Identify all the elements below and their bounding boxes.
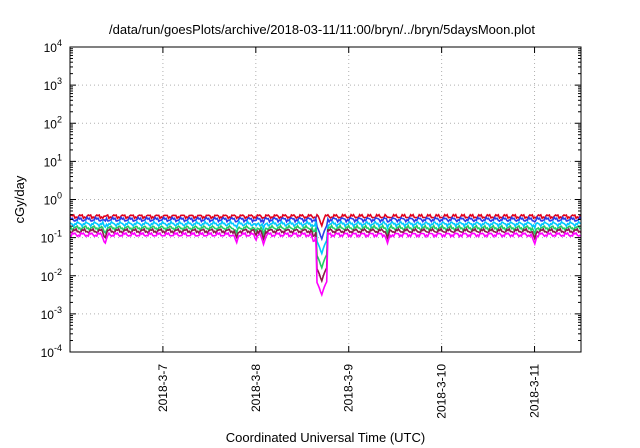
y-tick-label: 10-4 bbox=[41, 343, 62, 360]
y-tick-label: 102 bbox=[44, 114, 62, 131]
x-tick-label: 2018-3-8 bbox=[249, 364, 263, 412]
y-tick-label: 104 bbox=[44, 38, 62, 55]
x-tick-label: 2018-3-11 bbox=[528, 364, 542, 418]
axis-ticks: 10-4 10-3 10-2 10-1 100 101 102 103 104 2018-3-7 2… bbox=[41, 38, 581, 419]
x-tick-label: 2018-3-9 bbox=[342, 364, 356, 412]
x-axis-label: Coordinated Universal Time (UTC) bbox=[226, 430, 425, 445]
y-tick-label: 10-3 bbox=[41, 305, 62, 322]
y-tick-label: 10-1 bbox=[41, 229, 62, 246]
x-tick-label: 2018-3-7 bbox=[156, 364, 170, 412]
y-tick-label: 10-2 bbox=[41, 267, 62, 284]
grid bbox=[70, 47, 581, 352]
y-tick-label: 100 bbox=[44, 191, 62, 208]
y-tick-label: 101 bbox=[44, 152, 62, 169]
y-axis-label: cGy/day bbox=[12, 175, 27, 223]
series-line bbox=[69, 227, 582, 284]
series-group bbox=[69, 213, 582, 298]
x-tick-label: 2018-3-10 bbox=[435, 364, 449, 419]
y-tick-label: 103 bbox=[44, 76, 62, 93]
series-line bbox=[69, 219, 582, 256]
series-line bbox=[69, 215, 582, 242]
series-line bbox=[69, 223, 582, 271]
chart-title: /data/run/goesPlots/archive/2018-03-11/1… bbox=[109, 22, 535, 37]
series-line bbox=[69, 231, 582, 298]
series-line bbox=[69, 213, 582, 229]
